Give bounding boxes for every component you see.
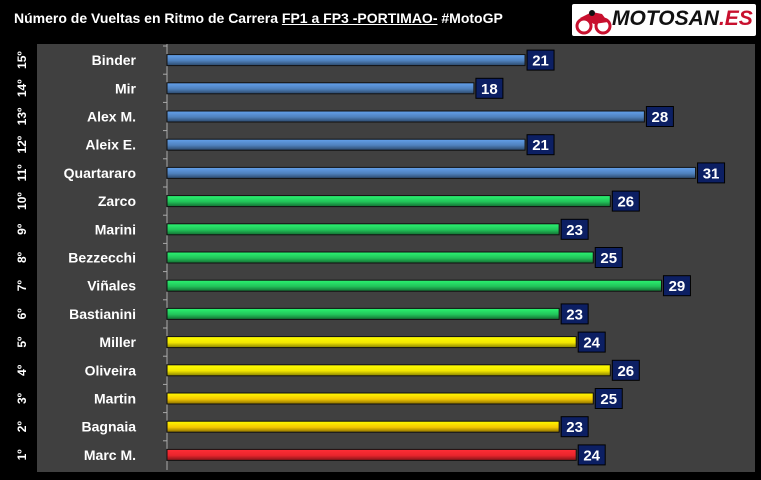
data-label: 23 [566,419,583,436]
data-label: 21 [532,137,549,154]
category-label: Alex M. [87,109,136,125]
position-label: 9º [15,223,29,235]
data-label-box [475,77,504,99]
bar [166,82,475,95]
data-label-box [697,162,726,184]
bar [166,392,594,405]
data-label: 18 [481,81,498,98]
position-label: 3º [15,392,29,404]
bar [166,138,526,151]
data-label-box [526,134,555,156]
data-label: 25 [600,391,617,408]
logo-text: MOTOSAN [612,7,719,30]
bar [166,223,560,236]
data-label-box [560,303,589,325]
data-label-box [662,275,691,297]
bar [166,251,594,264]
position-label: 4º [15,364,29,376]
data-label: 28 [652,109,669,126]
bar [166,336,577,349]
data-label: 25 [600,250,617,267]
bar [166,279,662,292]
data-label-box [577,444,606,466]
data-label-box [560,218,589,240]
category-label: Miller [99,334,136,350]
category-label: Aleix E. [85,137,136,153]
bar [166,420,560,433]
title-suffix: #MotoGP [437,10,503,26]
bar [166,364,611,377]
category-label: Quartararo [64,165,136,181]
category-label: Bagnaia [82,419,137,435]
position-label: 15º [15,51,29,69]
position-label: 1º [15,449,29,461]
bar [166,195,611,208]
category-label: Marini [95,221,136,237]
position-label: 10º [15,192,29,210]
logo-wordmark: MOTOSAN.ES [612,7,753,31]
position-label: 6º [15,308,29,320]
data-label-box [594,388,623,409]
data-label-box [560,416,589,438]
category-label: Marc M. [84,447,136,463]
category-label: Bastianini [69,306,136,322]
position-label: 11º [15,164,29,182]
data-label: 24 [583,447,600,464]
data-label-box [594,247,623,268]
data-label: 21 [532,53,549,70]
data-label: 31 [703,165,720,182]
position-label: 2º [15,421,29,433]
bar [166,166,697,179]
logo-suffix: .ES [718,7,753,30]
position-label: 5º [15,336,29,348]
data-label-box [611,359,640,381]
data-label: 29 [669,278,686,295]
position-label: 12º [15,135,29,153]
category-label: Mir [115,80,137,96]
bar [166,448,577,461]
bar [166,110,645,123]
position-label: 13º [15,107,29,125]
data-label: 23 [566,222,583,239]
category-label: Zarco [98,193,136,209]
data-label: 26 [617,194,634,211]
position-label: 8º [15,251,29,263]
bar [166,307,560,320]
data-label-box [645,106,674,127]
category-label: Oliveira [85,362,137,378]
category-label: Binder [92,52,137,68]
data-label-box [577,331,606,353]
data-label: 26 [617,363,634,380]
position-label: 14º [15,79,29,97]
position-label: 7º [15,280,29,292]
bar [166,54,526,67]
data-label-box [526,49,555,71]
data-label-box [611,190,640,212]
category-label: Viñales [87,278,136,294]
title-prefix: Número de Vueltas en Ritmo de Carrera [14,10,282,26]
category-label: Martin [94,391,136,407]
category-label: Bezzecchi [68,250,136,266]
motorbike-icon [575,10,612,35]
chart-title: Número de Vueltas en Ritmo de Carrera FP… [14,10,503,26]
data-label: 24 [583,335,600,352]
motosan-logo: MOTOSAN.ES [572,4,756,36]
data-label: 23 [566,306,583,323]
title-underlined: FP1 a FP3 -PORTIMAO- [281,10,438,26]
